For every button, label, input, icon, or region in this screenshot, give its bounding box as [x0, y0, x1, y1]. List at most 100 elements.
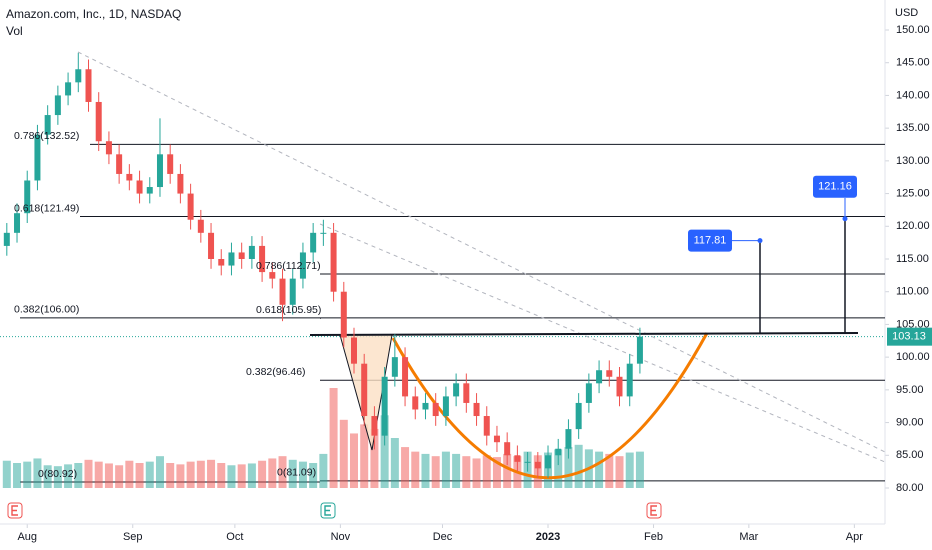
y-tick-label: 90.00	[896, 416, 924, 428]
y-tick-label: 110.00	[896, 286, 929, 298]
candle-body	[534, 461, 541, 469]
x-tick-label: Feb	[644, 531, 663, 543]
candle-body	[177, 173, 184, 194]
trend-line	[77, 51, 886, 453]
candle-body	[126, 173, 133, 181]
volume-bar	[64, 464, 73, 488]
candle-body	[636, 336, 643, 364]
volume-bar	[380, 415, 389, 488]
candle-body	[85, 69, 92, 102]
volume-bar	[104, 463, 113, 488]
y-tick-label: 105.00	[896, 318, 930, 330]
candle-body	[514, 455, 521, 462]
fib-label: 0(80.92)	[38, 468, 77, 480]
candle-body	[3, 232, 10, 246]
volume-bar	[554, 449, 563, 488]
target-point	[757, 238, 763, 244]
earnings-glyph	[650, 505, 657, 516]
candle-body	[361, 363, 368, 417]
fib-label: 0.786(112.71)	[256, 260, 321, 272]
fib-label: 0.618(105.95)	[256, 304, 321, 316]
volume-bar	[2, 460, 11, 488]
volume-bar	[135, 463, 144, 488]
volume-bar	[574, 444, 583, 488]
candle-body	[310, 232, 317, 253]
volume-bar	[176, 464, 185, 488]
candle-body	[545, 455, 552, 469]
y-tick-label: 120.00	[896, 220, 930, 232]
fib-label: 0.786(132.52)	[14, 130, 79, 142]
x-tick-label: Aug	[17, 531, 37, 543]
volume-bar	[186, 461, 195, 488]
volume-bar	[615, 456, 624, 488]
volume-bar	[411, 451, 420, 488]
volume-bar	[33, 458, 42, 488]
candle-body	[453, 383, 460, 397]
candle-body	[116, 154, 123, 174]
candle-body	[391, 357, 398, 377]
volume-label: Vol	[6, 24, 23, 38]
candle-body	[34, 134, 41, 181]
y-tick-label: 130.00	[896, 155, 930, 167]
y-tick-label: 150.00	[896, 24, 930, 36]
volume-bar	[237, 464, 246, 488]
earnings-glyph	[11, 505, 18, 516]
volume-bar	[441, 451, 450, 488]
candle-body	[596, 370, 603, 384]
candle-body	[95, 101, 102, 142]
candle-body	[412, 396, 419, 410]
currency: USD	[895, 7, 918, 19]
volume-bar	[370, 428, 379, 488]
candle-body	[167, 154, 174, 174]
candle-body	[248, 245, 255, 259]
target-box	[813, 175, 857, 198]
volume-bar	[452, 453, 461, 488]
candle-body	[381, 376, 388, 436]
candle-body	[136, 180, 143, 194]
volume-bar	[53, 466, 62, 488]
volume-bar	[635, 451, 644, 488]
volume-bar	[196, 460, 205, 488]
last-price-box	[887, 327, 932, 346]
candle-body	[524, 461, 531, 463]
volume-bar	[298, 461, 307, 488]
volume-bar	[462, 456, 471, 488]
volume-bar	[503, 453, 512, 488]
y-tick-label: 100.00	[896, 351, 930, 363]
last-price-label: 103.13	[892, 331, 926, 343]
candle-body	[504, 442, 511, 456]
volume-bar	[207, 459, 216, 488]
volume-bar	[125, 460, 134, 488]
candle-body	[156, 154, 163, 188]
candle-body	[218, 259, 225, 266]
volume-bar	[278, 456, 287, 488]
drawings	[3, 51, 886, 480]
volume-bar	[94, 461, 103, 488]
volume-bar	[472, 458, 481, 488]
target-box	[688, 229, 732, 252]
volume-bar	[43, 465, 52, 488]
volume-bar	[492, 457, 501, 488]
volume-bar	[360, 424, 369, 488]
volume-bar	[13, 463, 22, 488]
candle-body	[493, 435, 500, 443]
volume-bar	[268, 458, 277, 488]
candle-body	[351, 337, 357, 364]
candle-body	[197, 219, 204, 233]
volume-bar	[339, 419, 348, 488]
volume-bar	[329, 388, 338, 488]
y-tick-label: 125.00	[896, 187, 930, 199]
trend-line	[319, 223, 886, 463]
x-tick-label: Mar	[739, 531, 758, 543]
candle-body	[320, 232, 327, 234]
x-tick-label: Oct	[226, 531, 243, 543]
volume-bar	[564, 447, 573, 488]
candle-body	[299, 252, 306, 279]
candle-body	[330, 232, 337, 292]
candle-body	[422, 402, 429, 410]
y-tick-label: 80.00	[896, 482, 924, 494]
volume-bar	[217, 463, 226, 488]
volume-bar	[145, 461, 154, 488]
fib-label: 0(81.09)	[277, 467, 316, 479]
volume-bar	[23, 461, 32, 488]
